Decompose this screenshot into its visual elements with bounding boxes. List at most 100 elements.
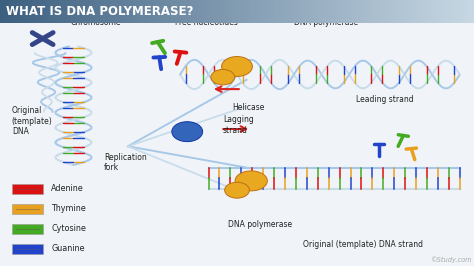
- Bar: [412, 0, 417, 23]
- Bar: [228, 0, 232, 23]
- Bar: [128, 0, 133, 23]
- Bar: [303, 0, 308, 23]
- Bar: [175, 0, 180, 23]
- Bar: [246, 0, 251, 23]
- Bar: [251, 0, 256, 23]
- Text: DNA polymerase: DNA polymerase: [294, 18, 358, 27]
- Bar: [76, 0, 81, 23]
- Bar: [204, 0, 209, 23]
- Text: Guanine: Guanine: [51, 244, 85, 253]
- Ellipse shape: [221, 57, 252, 77]
- Bar: [218, 0, 223, 23]
- Bar: [156, 0, 161, 23]
- Bar: [465, 0, 469, 23]
- Text: Lagging
strand: Lagging strand: [223, 115, 254, 135]
- Bar: [81, 0, 85, 23]
- Bar: [109, 0, 114, 23]
- Ellipse shape: [211, 69, 235, 85]
- Bar: [194, 0, 199, 23]
- Bar: [398, 0, 403, 23]
- Bar: [460, 0, 465, 23]
- Bar: [256, 0, 261, 23]
- Bar: [365, 0, 370, 23]
- Bar: [441, 0, 446, 23]
- Text: Replication
fork: Replication fork: [104, 153, 147, 172]
- Bar: [374, 0, 379, 23]
- Text: Original (template) DNA strand: Original (template) DNA strand: [303, 240, 423, 249]
- Ellipse shape: [225, 182, 249, 198]
- Bar: [341, 0, 346, 23]
- Bar: [308, 0, 313, 23]
- Bar: [180, 0, 185, 23]
- Bar: [147, 0, 152, 23]
- Bar: [133, 0, 137, 23]
- Bar: [223, 0, 228, 23]
- Bar: [346, 0, 351, 23]
- Text: Helicase: Helicase: [232, 103, 264, 112]
- Text: Leading strand: Leading strand: [356, 95, 413, 104]
- Bar: [213, 0, 218, 23]
- Bar: [28, 0, 33, 23]
- Bar: [199, 0, 204, 23]
- Bar: [57, 0, 62, 23]
- Bar: [52, 0, 57, 23]
- Bar: [422, 0, 427, 23]
- Bar: [427, 0, 431, 23]
- Bar: [403, 0, 408, 23]
- Bar: [47, 0, 52, 23]
- Bar: [280, 0, 284, 23]
- Bar: [351, 0, 356, 23]
- Bar: [446, 0, 450, 23]
- Ellipse shape: [235, 171, 267, 191]
- Bar: [261, 0, 265, 23]
- Bar: [242, 0, 246, 23]
- Bar: [161, 0, 166, 23]
- Bar: [114, 0, 118, 23]
- Bar: [100, 0, 104, 23]
- Bar: [85, 0, 90, 23]
- Bar: [14, 0, 19, 23]
- Bar: [71, 0, 76, 23]
- Bar: [393, 0, 398, 23]
- Bar: [431, 0, 436, 23]
- Text: ©Study.com: ©Study.com: [430, 257, 472, 263]
- Bar: [12, 184, 43, 194]
- Bar: [237, 0, 242, 23]
- Bar: [356, 0, 360, 23]
- Bar: [313, 0, 318, 23]
- Bar: [455, 0, 460, 23]
- Bar: [265, 0, 270, 23]
- Bar: [123, 0, 128, 23]
- Bar: [12, 204, 43, 214]
- Bar: [66, 0, 71, 23]
- Bar: [318, 0, 322, 23]
- Bar: [360, 0, 365, 23]
- Ellipse shape: [172, 122, 203, 142]
- Bar: [469, 0, 474, 23]
- Bar: [185, 0, 190, 23]
- Bar: [337, 0, 341, 23]
- Text: Chromosome: Chromosome: [70, 18, 121, 27]
- Bar: [289, 0, 294, 23]
- Bar: [190, 0, 194, 23]
- Bar: [332, 0, 337, 23]
- Bar: [379, 0, 384, 23]
- Bar: [270, 0, 275, 23]
- Bar: [408, 0, 412, 23]
- Bar: [24, 0, 28, 23]
- Bar: [137, 0, 142, 23]
- Bar: [33, 0, 38, 23]
- Bar: [152, 0, 156, 23]
- Bar: [9, 0, 14, 23]
- Bar: [95, 0, 100, 23]
- Bar: [299, 0, 303, 23]
- Bar: [43, 0, 47, 23]
- Bar: [284, 0, 289, 23]
- Bar: [171, 0, 175, 23]
- Bar: [275, 0, 280, 23]
- Bar: [19, 0, 24, 23]
- Bar: [12, 244, 43, 254]
- Text: DNA polymerase: DNA polymerase: [228, 220, 292, 229]
- Bar: [322, 0, 327, 23]
- Bar: [104, 0, 109, 23]
